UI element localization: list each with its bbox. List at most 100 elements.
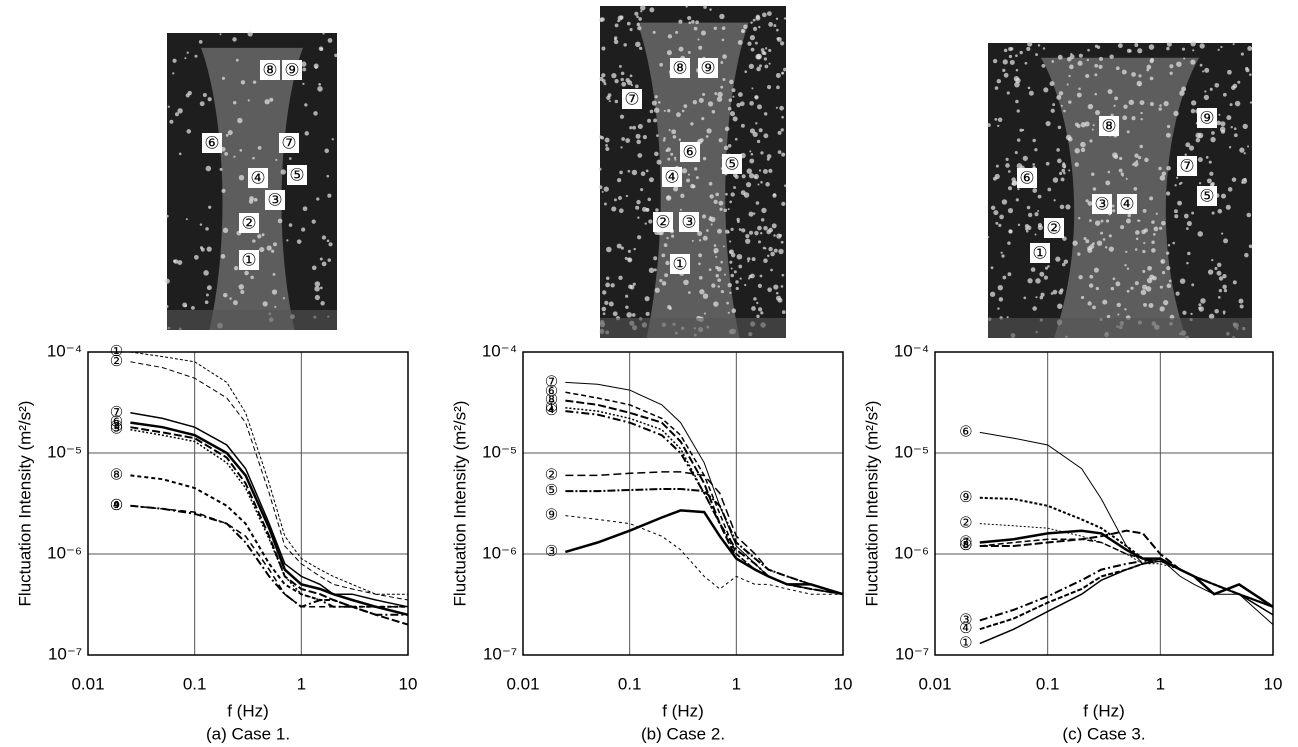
- particle: [757, 225, 762, 231]
- particle: [989, 291, 996, 297]
- particle: [760, 181, 763, 184]
- particle: [1008, 229, 1013, 234]
- particle: [1138, 74, 1142, 78]
- particle: [1197, 157, 1203, 163]
- particle: [709, 194, 714, 199]
- x-tick-label: 0.01: [71, 674, 104, 693]
- particle: [1220, 193, 1227, 199]
- particle: [631, 169, 638, 176]
- particle: [671, 129, 677, 135]
- particle: [313, 111, 318, 116]
- particle: [640, 171, 646, 177]
- series-label: ⑨: [959, 489, 972, 506]
- particle: [744, 70, 748, 74]
- particle: [625, 77, 630, 83]
- particle: [601, 79, 606, 83]
- particle: [653, 118, 658, 123]
- particle: [1225, 204, 1231, 210]
- particle: [727, 311, 730, 314]
- series-line: [130, 412, 409, 608]
- particle: [1013, 76, 1020, 82]
- particle: [718, 200, 724, 206]
- particle: [1044, 266, 1049, 270]
- photo-label: ④: [1119, 194, 1134, 213]
- particle: [659, 62, 663, 67]
- particle: [604, 300, 609, 306]
- particle: [601, 306, 607, 312]
- y-axis-label: Fluctuation Intensity (m²/s²): [862, 401, 881, 607]
- y-tick-label: 10⁻⁴: [482, 341, 517, 360]
- particle: [644, 222, 647, 225]
- series-label: ⑥: [959, 423, 972, 440]
- particle: [1188, 145, 1195, 151]
- particle: [739, 277, 742, 280]
- particle: [709, 8, 712, 11]
- photo-label: ⑤: [1199, 186, 1214, 205]
- particle: [616, 177, 622, 183]
- particle: [311, 219, 316, 224]
- particle: [282, 297, 286, 300]
- particle: [710, 216, 716, 223]
- particle: [1007, 186, 1013, 191]
- particle: [664, 273, 669, 278]
- particle: [1145, 286, 1152, 292]
- particle: [702, 293, 709, 299]
- particle: [185, 218, 188, 221]
- particle: [1205, 156, 1209, 159]
- particle: [679, 208, 682, 211]
- particle: [607, 93, 612, 98]
- photo-label: ④: [250, 168, 265, 187]
- particle: [1068, 74, 1071, 78]
- particle: [1155, 212, 1158, 215]
- particle: [611, 72, 617, 79]
- particle: [320, 301, 325, 306]
- particle: [1125, 250, 1128, 254]
- particle: [783, 17, 787, 20]
- particle: [617, 15, 623, 21]
- particle: [730, 267, 733, 270]
- particle: [327, 258, 331, 262]
- particle: [1126, 130, 1130, 134]
- particle: [206, 285, 212, 291]
- particle: [232, 100, 237, 105]
- series-label: ①: [110, 343, 123, 360]
- photo-label-box: [662, 167, 682, 187]
- particle: [261, 233, 265, 237]
- particle: [1126, 289, 1130, 293]
- particle: [1244, 252, 1249, 258]
- particle: [747, 260, 750, 263]
- particle: [199, 223, 203, 226]
- particle: [654, 95, 658, 99]
- particle: [1080, 141, 1086, 148]
- series-line: [979, 560, 1274, 645]
- particle: [713, 199, 718, 205]
- particle: [714, 92, 718, 96]
- particle: [1165, 251, 1170, 255]
- photo-label-box: [248, 168, 268, 188]
- photo-label-box: [1044, 218, 1064, 238]
- particle: [755, 201, 760, 205]
- particle: [1209, 87, 1213, 91]
- particle: [723, 208, 728, 213]
- particle: [1221, 232, 1224, 235]
- particle: [656, 159, 662, 165]
- particle: [1222, 92, 1227, 97]
- y-tick-label: 10⁻⁷: [483, 644, 517, 663]
- particle: [726, 301, 730, 305]
- plume: [201, 47, 303, 330]
- particle: [1200, 298, 1206, 304]
- particle: [206, 246, 212, 252]
- particle: [1037, 194, 1042, 199]
- particle: [1058, 290, 1063, 295]
- particle: [1136, 219, 1139, 222]
- particle: [1092, 187, 1097, 191]
- particle: [605, 276, 610, 281]
- particle: [1173, 209, 1178, 214]
- particle: [1232, 43, 1235, 46]
- particle: [603, 186, 609, 192]
- particle: [764, 247, 767, 250]
- particle: [598, 185, 603, 190]
- series-line: [130, 421, 409, 617]
- particle: [199, 246, 203, 250]
- photo-label: ⑧: [672, 58, 687, 77]
